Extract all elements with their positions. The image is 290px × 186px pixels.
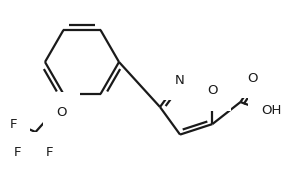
- Text: O: O: [207, 84, 218, 97]
- Text: O: O: [56, 105, 67, 118]
- Text: F: F: [10, 118, 17, 131]
- Text: OH: OH: [261, 104, 282, 117]
- Text: F: F: [14, 145, 21, 158]
- Text: F: F: [46, 145, 53, 158]
- Text: N: N: [175, 74, 185, 87]
- Text: O: O: [247, 72, 258, 85]
